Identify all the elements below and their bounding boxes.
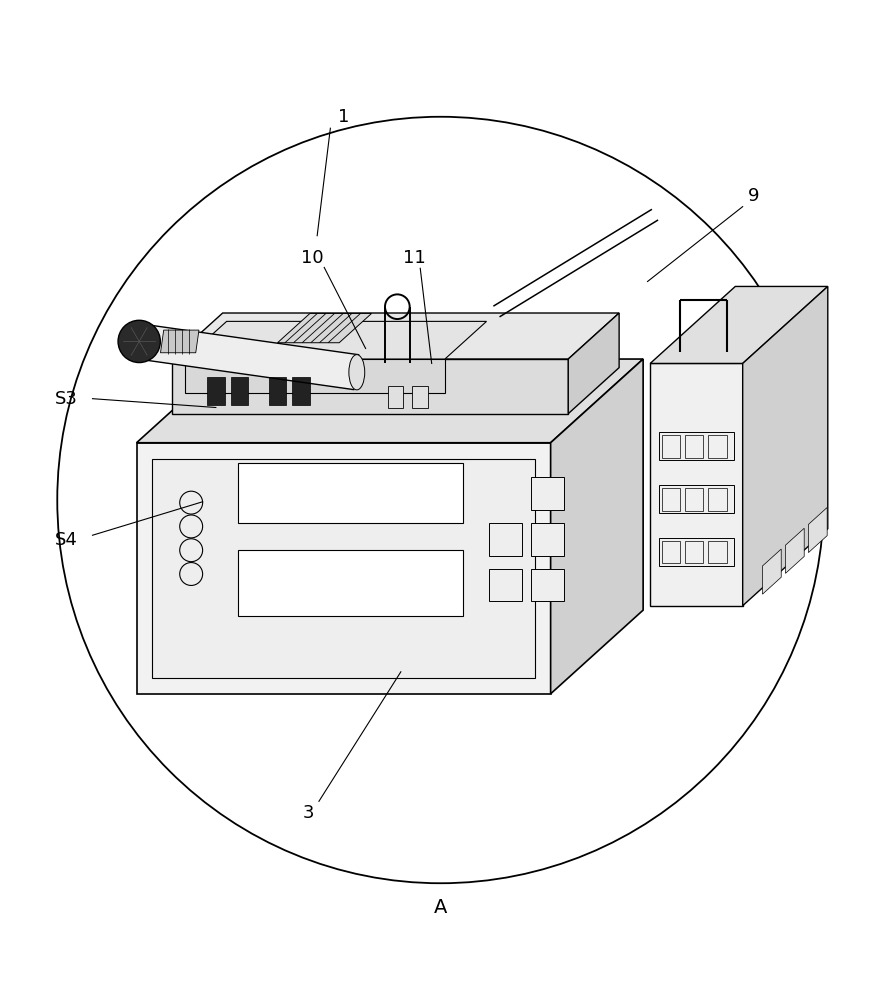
Bar [662,488,680,511]
Bar [659,432,734,460]
Bar [231,377,248,405]
Bar [685,435,703,458]
Bar [412,386,428,408]
Polygon shape [762,549,781,594]
Bar [207,377,225,405]
Bar [269,377,286,405]
Polygon shape [650,363,743,606]
Bar [708,488,727,511]
Polygon shape [172,313,619,359]
Bar [388,386,403,408]
Bar [708,541,727,563]
Polygon shape [185,321,486,359]
Polygon shape [809,507,827,553]
Bar [662,435,680,458]
Polygon shape [137,359,643,443]
Polygon shape [650,286,828,363]
Text: 1: 1 [338,108,349,126]
Polygon shape [743,286,828,606]
Bar [531,523,564,556]
Text: 3: 3 [302,804,315,822]
Bar [292,377,310,405]
Text: 10: 10 [301,249,324,267]
Circle shape [118,320,160,363]
Text: S4: S4 [55,531,78,549]
Bar [531,477,564,510]
Bar [685,541,703,563]
Bar [659,538,734,566]
Polygon shape [786,528,804,573]
Bar [708,435,727,458]
Bar [152,459,535,678]
Bar [531,569,564,601]
Bar [489,523,522,556]
Bar [659,485,734,513]
Text: S3: S3 [55,390,78,408]
Polygon shape [278,313,372,343]
Polygon shape [568,313,619,414]
Bar [685,488,703,511]
Text: 11: 11 [403,249,426,267]
Bar [238,463,463,523]
Bar [662,541,680,563]
Polygon shape [137,443,551,694]
Polygon shape [160,330,199,353]
Polygon shape [185,359,445,393]
Polygon shape [137,324,359,390]
Ellipse shape [349,355,365,390]
Bar [238,550,463,616]
Bar [489,569,522,601]
Text: 9: 9 [747,187,759,205]
Text: A: A [433,898,448,917]
Polygon shape [172,359,568,414]
Polygon shape [551,359,643,694]
